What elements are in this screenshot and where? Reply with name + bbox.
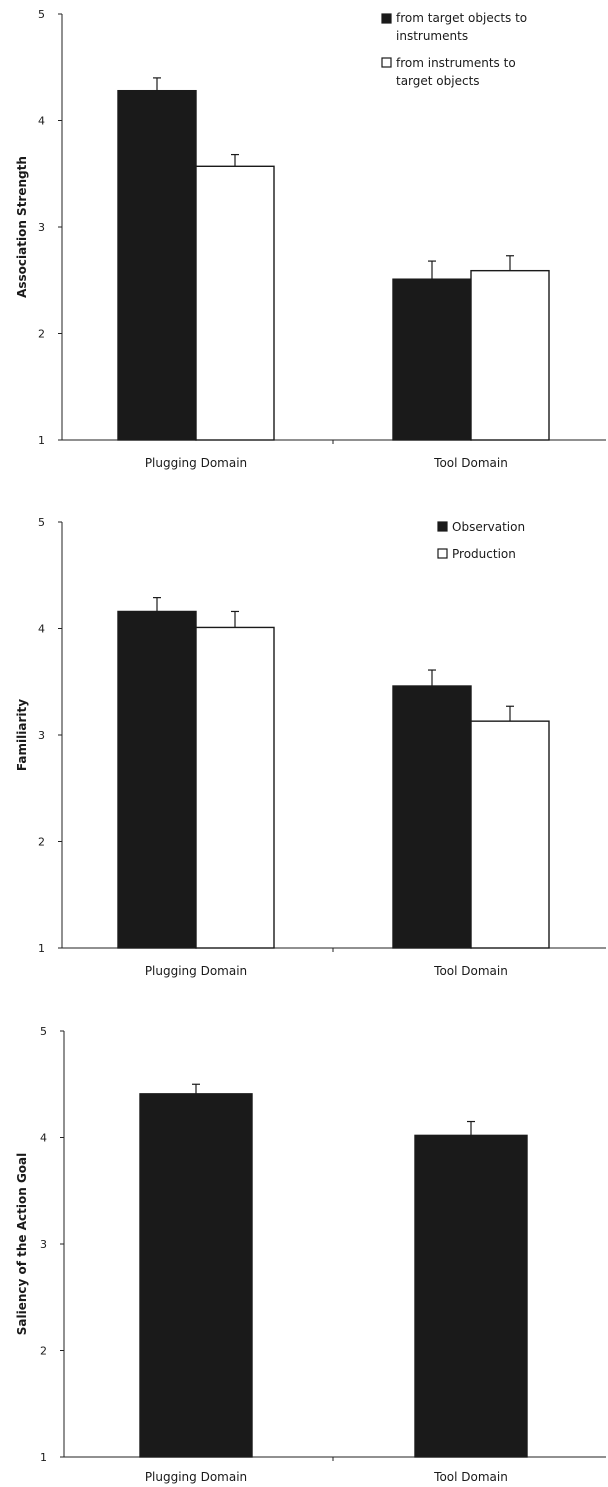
legend-swatch — [437, 521, 448, 532]
y-tick-label: 3 — [38, 729, 45, 742]
y-tick-label: 1 — [38, 942, 45, 955]
legend-label: instruments — [396, 29, 468, 43]
x-category-label: Tool Domain — [433, 964, 508, 978]
bar — [117, 610, 197, 949]
y-tick-label: 5 — [38, 8, 45, 21]
legend-label: Observation — [452, 520, 525, 534]
bar — [139, 1093, 253, 1458]
chart-3: 1 2 3 4 5 Saliency of the Action Goal Plugging… — [15, 1025, 606, 1484]
x-category-label: Plugging Domain — [145, 964, 247, 978]
y-tick-label: 5 — [40, 1025, 47, 1038]
legend-swatch — [381, 57, 392, 68]
chart-1: 1 2 3 4 5 Association Strength Plugging Domain… — [15, 8, 606, 470]
y-tick-label: 1 — [40, 1451, 47, 1464]
bar — [392, 278, 472, 441]
bar — [195, 626, 275, 949]
x-category-label: Plugging Domain — [145, 456, 247, 470]
y-tick-label: 4 — [38, 623, 45, 636]
y-tick-label: 5 — [38, 516, 45, 529]
chart-2: 1 2 3 4 5 Familiarity Plugging Domain Tool Doma… — [15, 516, 606, 978]
y-tick-label: 3 — [38, 221, 45, 234]
y-tick-label: 4 — [38, 115, 45, 128]
y-tick-label: 2 — [38, 836, 45, 849]
bar — [392, 685, 472, 949]
bar — [470, 720, 550, 949]
bar — [195, 165, 275, 441]
legend-label: from instruments to — [396, 56, 516, 70]
legend-label: target objects — [396, 74, 480, 88]
y-tick-label: 1 — [38, 434, 45, 447]
y-axis-label: Familiarity — [15, 699, 29, 771]
legend-label: Production — [452, 547, 516, 561]
legend-swatch — [381, 13, 392, 24]
bar — [117, 89, 197, 441]
legend: from target objects to instruments from in… — [381, 11, 527, 88]
bar — [470, 269, 550, 441]
y-tick-label: 3 — [40, 1238, 47, 1251]
x-category-label: Plugging Domain — [145, 1470, 247, 1484]
legend-label: from target objects to — [396, 11, 527, 25]
x-category-label: Tool Domain — [433, 1470, 508, 1484]
legend: Observation Production — [437, 520, 525, 561]
legend-swatch — [437, 548, 448, 559]
y-axis-label: Association Strength — [15, 156, 29, 298]
y-tick-label: 2 — [40, 1345, 47, 1358]
bar — [414, 1134, 528, 1458]
y-tick-label: 2 — [38, 328, 45, 341]
y-tick-label: 4 — [40, 1132, 47, 1145]
x-category-label: Tool Domain — [433, 456, 508, 470]
y-axis-label: Saliency of the Action Goal — [15, 1153, 29, 1336]
